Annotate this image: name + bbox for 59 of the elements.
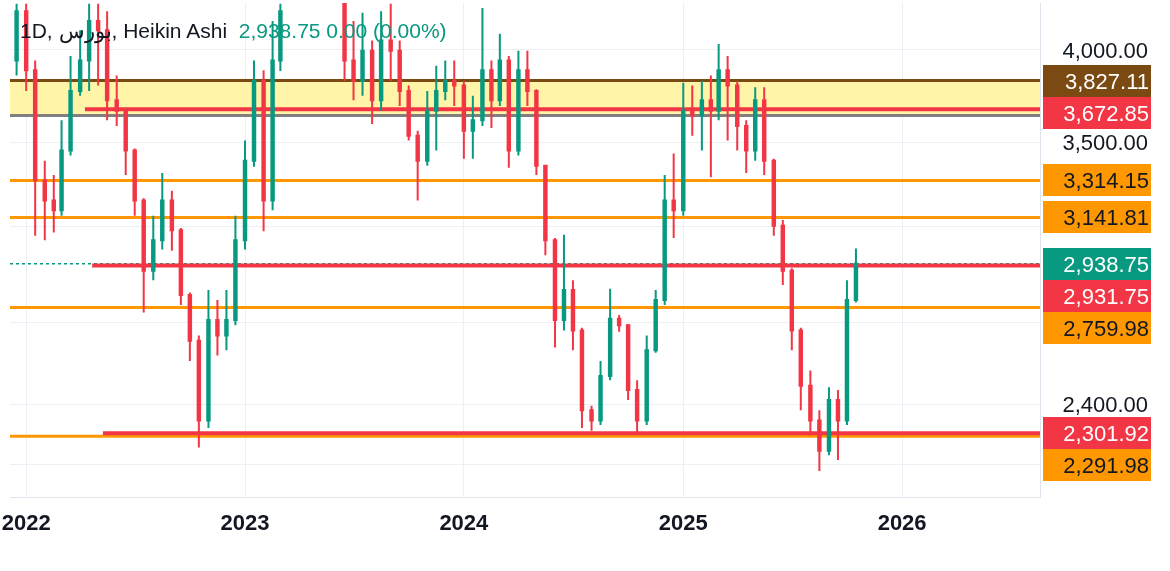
- data-label: 2,931.75: [1063, 283, 1149, 309]
- candlestick: [607, 287, 613, 382]
- candlestick: [699, 79, 705, 152]
- candlestick: [826, 386, 832, 457]
- candlestick: [434, 64, 439, 152]
- candlestick: [59, 119, 64, 217]
- candlestick: [671, 152, 676, 240]
- candlestick: [497, 32, 503, 107]
- y-tick-label: 3,500.00: [1062, 130, 1149, 156]
- candlestick: [798, 326, 804, 412]
- candlestick: [681, 81, 686, 217]
- candlestick: [132, 147, 137, 217]
- x-tick-label: 2022: [1, 510, 51, 536]
- candlestick: [579, 326, 585, 429]
- candlestick: [443, 59, 448, 102]
- candlestick: [516, 49, 521, 157]
- candlestick: [598, 359, 603, 426]
- y-tick-label: 2,400.00: [1062, 392, 1149, 418]
- ref-line-label: 2,291.98: [1063, 452, 1149, 478]
- candlestick: [716, 42, 721, 122]
- x-tick-label: 2025: [658, 510, 708, 536]
- y-tick-label: 4,000.00: [1062, 37, 1149, 63]
- candlestick: [425, 90, 430, 167]
- candlestick: [470, 94, 476, 160]
- candlestick: [644, 334, 649, 426]
- candlestick: [32, 59, 38, 237]
- candlestick: [206, 289, 211, 429]
- x-tick-label: 2023: [220, 510, 270, 536]
- candlestick: [771, 157, 777, 237]
- candlestick: [415, 129, 420, 202]
- ref-line-label: 2,938.75: [1063, 251, 1149, 277]
- candlestick: [51, 174, 56, 234]
- ref-line-label: 3,314.15: [1063, 167, 1149, 193]
- candlestick: [42, 159, 47, 242]
- x-tick-label: 2026: [877, 510, 927, 536]
- candlestick: [160, 171, 165, 251]
- candlestick: [844, 279, 850, 426]
- ref-line-label: 3,141.81: [1063, 204, 1149, 230]
- x-tick-label: 2024: [439, 510, 490, 536]
- candlestick: [653, 289, 658, 354]
- ref-line-label: 2,759.98: [1063, 315, 1149, 341]
- candlestick: [169, 189, 175, 252]
- ref-line-label: 3,827.11: [1064, 68, 1149, 94]
- candlestick: [187, 291, 193, 362]
- candlestick: [14, 3, 19, 77]
- candlestick: [752, 86, 758, 162]
- candlestick: [68, 55, 73, 157]
- candlestick: [625, 322, 631, 402]
- candlestick: [616, 313, 622, 333]
- candlestick: [215, 298, 220, 357]
- candlestick: [744, 119, 749, 174]
- candlestick: [570, 279, 576, 352]
- candlestick: [242, 139, 248, 251]
- candlestick: [251, 59, 257, 168]
- candlestick: [480, 6, 485, 127]
- data-label: 3,672.85: [1063, 100, 1149, 126]
- candlestick: [543, 163, 548, 257]
- candlestick: [224, 289, 229, 352]
- data-label: 2,301.92: [1063, 420, 1149, 446]
